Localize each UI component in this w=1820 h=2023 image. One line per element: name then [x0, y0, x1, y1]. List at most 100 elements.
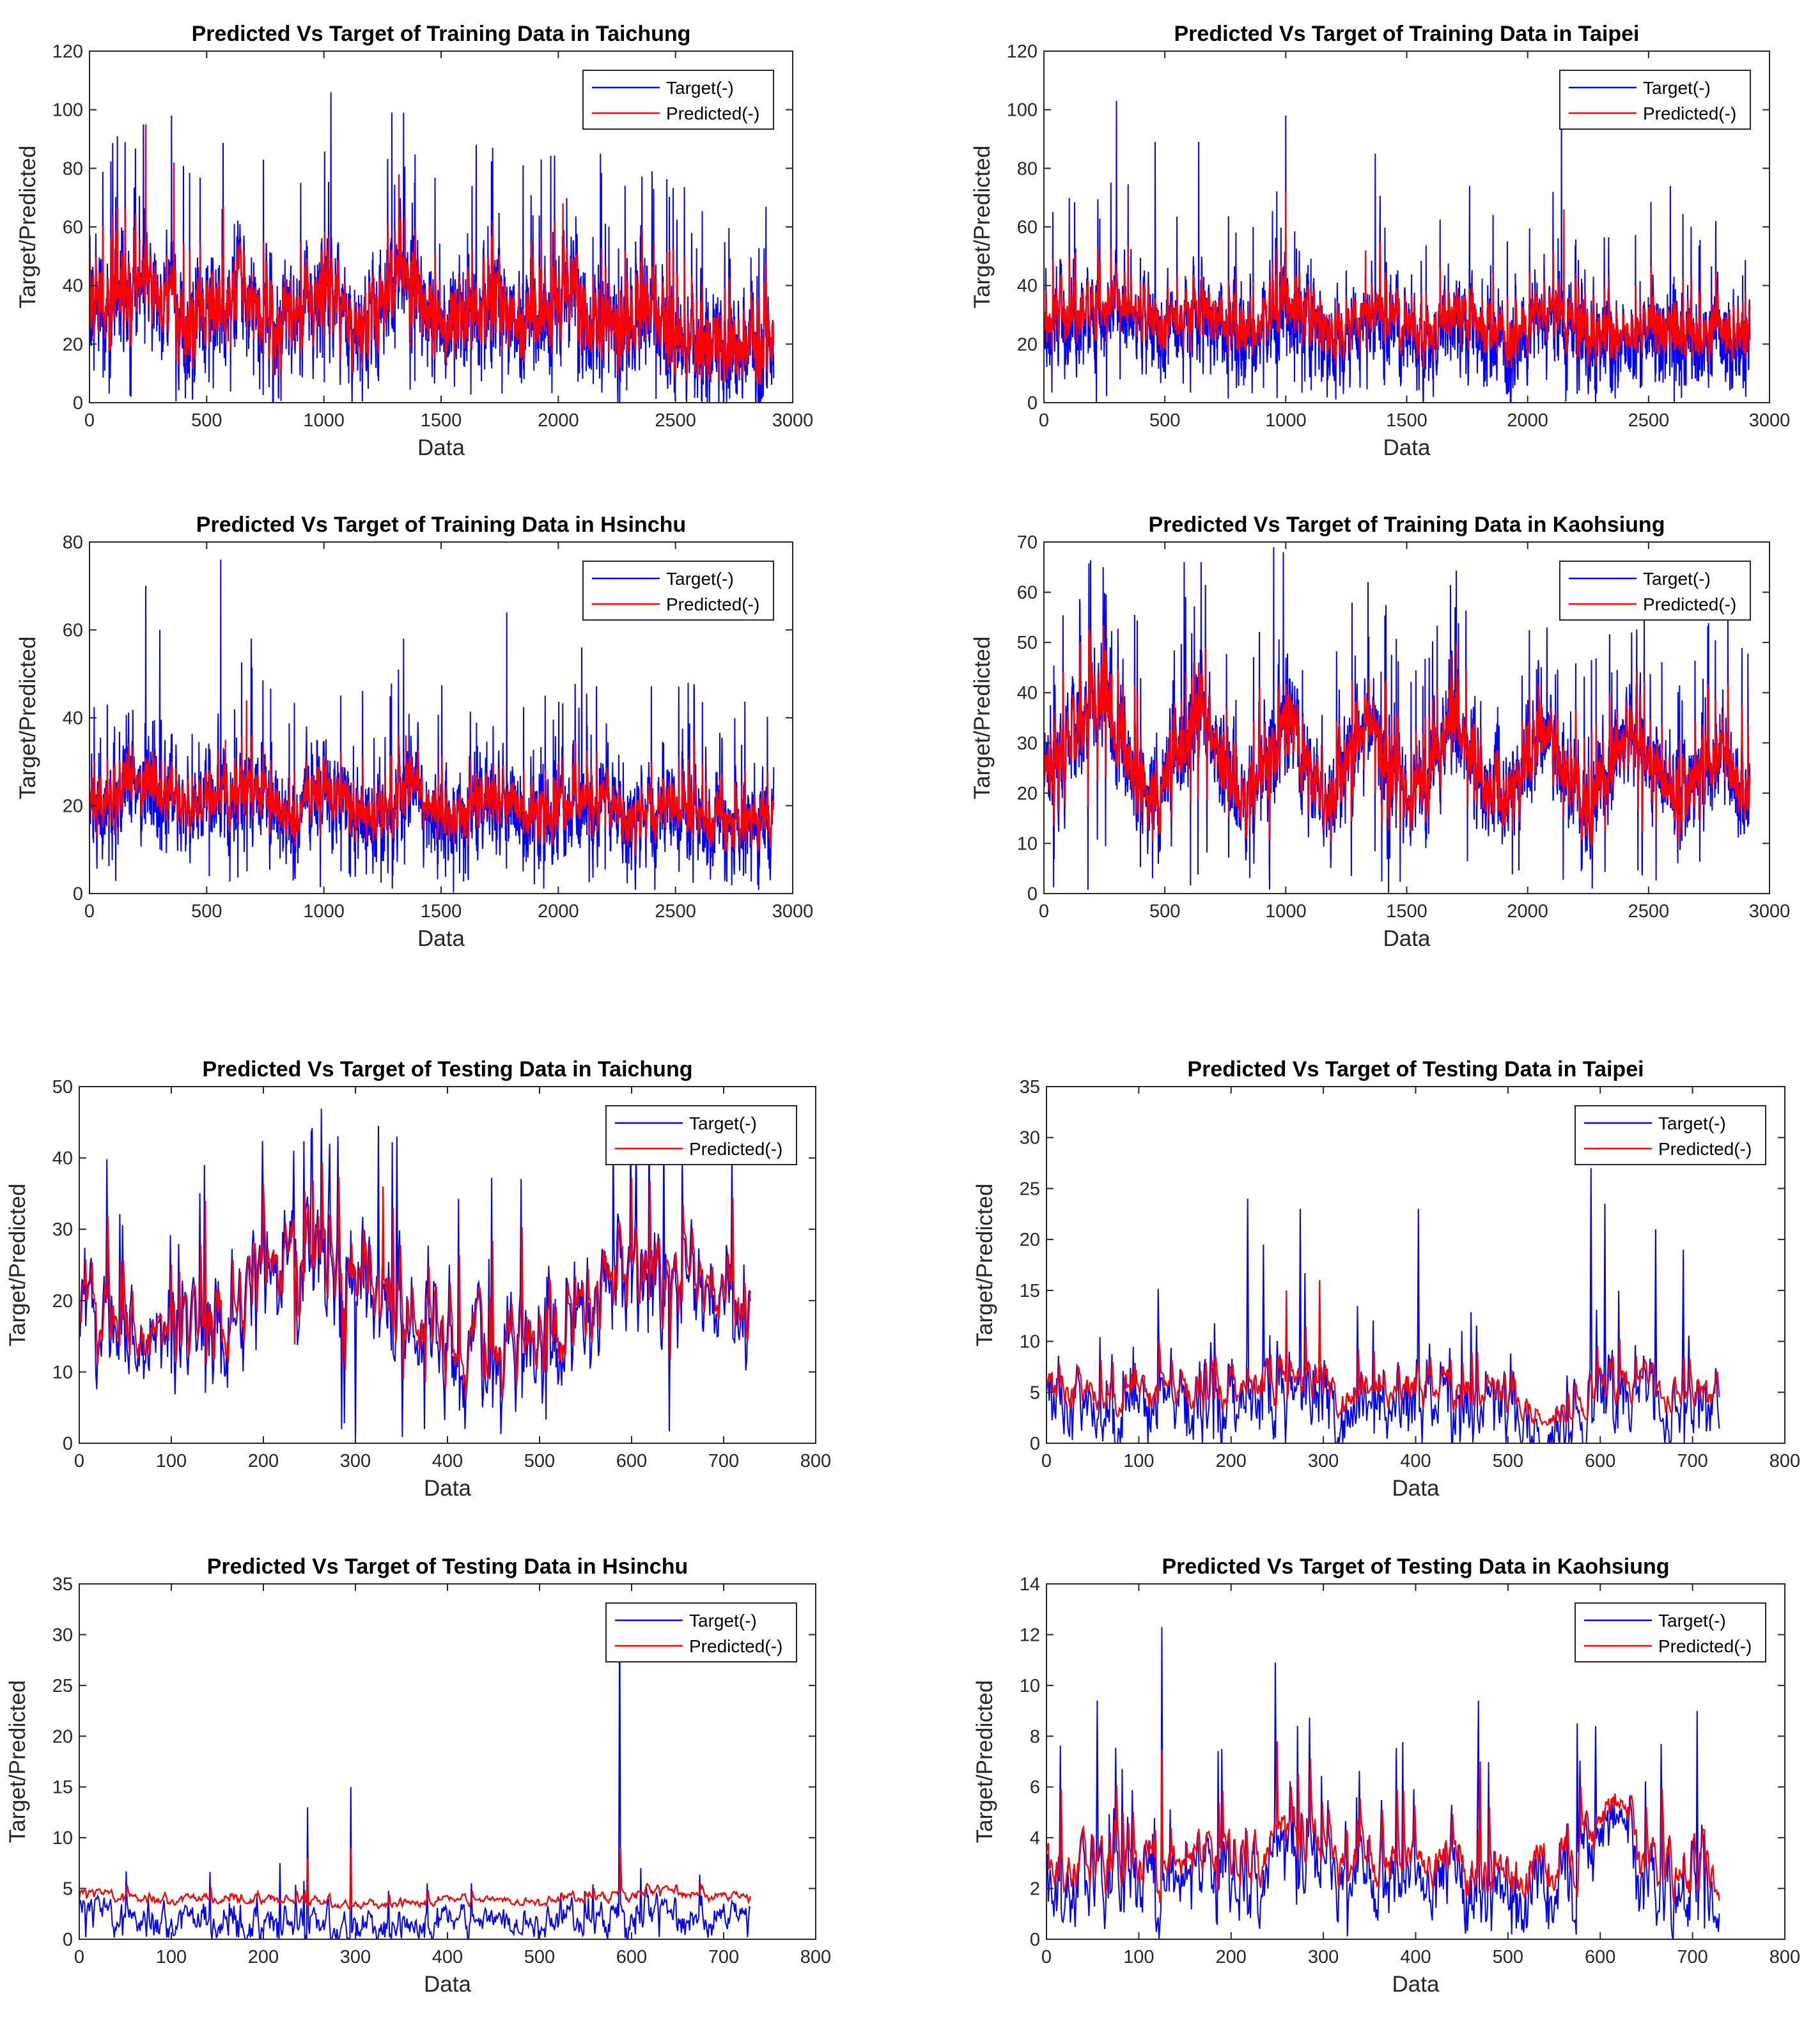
x-axis-label: Data	[1383, 435, 1431, 460]
x-axis-label: Data	[424, 1476, 471, 1501]
y-axis-label: Target/Predicted	[15, 637, 40, 800]
x-tick-label: 0	[1039, 901, 1049, 922]
legend-entry-target-label: Target(-)	[1658, 1611, 1726, 1631]
x-axis-label: Data	[1392, 1476, 1440, 1501]
y-tick-label: 20	[1017, 784, 1038, 804]
x-tick-label: 600	[616, 1947, 647, 1967]
x-tick-label: 0	[84, 901, 95, 922]
x-tick-label: 800	[1769, 1451, 1800, 1471]
x-tick-label: 0	[1041, 1451, 1052, 1471]
x-tick-label: 500	[1149, 901, 1180, 922]
legend-entry-predicted-label: Predicted(-)	[666, 104, 759, 123]
x-tick-label: 500	[191, 410, 222, 431]
x-tick-label: 2000	[538, 410, 579, 431]
y-tick-label: 0	[73, 393, 83, 414]
x-tick-label: 2500	[655, 410, 696, 431]
y-tick-label: 10	[1020, 1332, 1040, 1353]
series-predicted-line	[79, 1847, 751, 1912]
x-axis-label: Data	[1383, 926, 1431, 951]
x-tick-label: 200	[1216, 1451, 1247, 1471]
x-tick-label: 1000	[303, 410, 345, 431]
legend-entry-target-label: Target(-)	[689, 1113, 757, 1133]
y-tick-label: 60	[63, 621, 83, 641]
chart-title: Predicted Vs Target of Testing Data in K…	[1162, 1554, 1669, 1579]
series-predicted-line	[89, 124, 775, 385]
y-tick-label: 10	[1017, 833, 1038, 854]
legend-entry-predicted-label: Predicted(-)	[1658, 1636, 1752, 1656]
chart-title: Predicted Vs Target of Training Data in …	[192, 22, 691, 46]
x-tick-label: 500	[1493, 1947, 1523, 1967]
legend-entry-predicted-label: Predicted(-)	[689, 1636, 782, 1656]
series-predicted-line	[1046, 1280, 1720, 1427]
y-tick-label: 10	[52, 1828, 73, 1849]
y-tick-label: 100	[1007, 100, 1038, 121]
x-tick-label: 300	[340, 1451, 371, 1471]
legend: Target(-) Predicted(-)	[1575, 1602, 1766, 1663]
x-tick-label: 3000	[1749, 410, 1791, 431]
legend-entry-predicted-label: Predicted(-)	[689, 1139, 782, 1159]
chart-title: Predicted Vs Target of Testing Data in H…	[207, 1554, 688, 1579]
x-tick-label: 0	[84, 410, 95, 431]
y-tick-label: 5	[1030, 1383, 1040, 1403]
x-tick-label: 700	[708, 1451, 739, 1471]
legend-entry-target-label: Target(-)	[1658, 1113, 1726, 1133]
y-tick-label: 30	[52, 1220, 73, 1240]
x-tick-label: 600	[1585, 1451, 1615, 1471]
legend-box	[1575, 1602, 1766, 1663]
x-tick-label: 1500	[421, 410, 462, 431]
legend-entry-predicted-label: Predicted(-)	[1658, 1139, 1752, 1159]
x-tick-label: 100	[156, 1451, 187, 1471]
x-tick-label: 300	[1308, 1451, 1339, 1471]
legend: Target(-) Predicted(-)	[1575, 1105, 1766, 1165]
x-tick-label: 100	[1123, 1947, 1154, 1967]
legend: Target(-) Predicted(-)	[605, 1105, 797, 1165]
series-target-line	[79, 1604, 751, 1939]
legend-entry-target-label: Target(-)	[689, 1611, 757, 1631]
chart-2: 0 500 1000 1500 2000 2500 3000 0 20 40 60 80 100 120 P…	[970, 22, 1790, 460]
y-tick-label: 0	[73, 884, 83, 904]
series-target-line	[79, 1108, 751, 1443]
y-tick-label: 40	[1017, 683, 1038, 704]
x-tick-label: 0	[1039, 410, 1049, 431]
x-tick-label: 500	[191, 901, 222, 922]
y-tick-label: 20	[1020, 1230, 1040, 1250]
y-axis-label: Target/Predicted	[5, 1680, 30, 1843]
x-tick-label: 1500	[1386, 410, 1427, 431]
y-tick-label: 40	[1017, 276, 1038, 297]
y-tick-label: 5	[63, 1879, 73, 1900]
y-tick-label: 40	[63, 708, 83, 729]
chart-title: Predicted Vs Target of Training Data in …	[1174, 22, 1640, 46]
x-tick-label: 500	[1149, 410, 1180, 431]
x-axis-label: Data	[417, 926, 465, 951]
x-tick-label: 2000	[538, 901, 579, 922]
legend-entry-predicted-label: Predicted(-)	[666, 594, 759, 614]
x-axis-label: Data	[1392, 1972, 1440, 1997]
series-predicted-line	[1044, 625, 1751, 846]
y-tick-label: 120	[52, 42, 83, 62]
y-tick-label: 30	[1017, 733, 1038, 754]
y-tick-label: 6	[1030, 1778, 1040, 1798]
y-tick-label: 35	[1020, 1077, 1040, 1097]
x-tick-label: 1500	[1386, 901, 1427, 922]
y-tick-label: 20	[1017, 334, 1038, 355]
x-tick-label: 600	[1585, 1947, 1615, 1967]
series-target-line	[1046, 1627, 1720, 1939]
legend: Target(-) Predicted(-)	[1559, 70, 1751, 130]
x-tick-label: 3000	[772, 901, 814, 922]
legend-entry-target-label: Target(-)	[666, 78, 734, 98]
y-tick-label: 20	[52, 1726, 73, 1747]
chart-title: Predicted Vs Target of Training Data in …	[196, 513, 686, 537]
y-tick-label: 60	[1017, 217, 1038, 238]
legend-entry-target-label: Target(-)	[666, 569, 734, 589]
x-tick-label: 400	[432, 1451, 463, 1471]
y-tick-label: 0	[1030, 1930, 1040, 1950]
legend-box	[582, 561, 774, 621]
x-tick-label: 1500	[421, 901, 462, 922]
y-tick-label: 70	[1017, 532, 1038, 553]
y-tick-label: 0	[63, 1930, 73, 1950]
x-tick-label: 100	[156, 1947, 187, 1967]
y-tick-label: 30	[1020, 1128, 1040, 1149]
y-tick-label: 40	[52, 1149, 73, 1169]
legend-box	[1559, 561, 1751, 621]
